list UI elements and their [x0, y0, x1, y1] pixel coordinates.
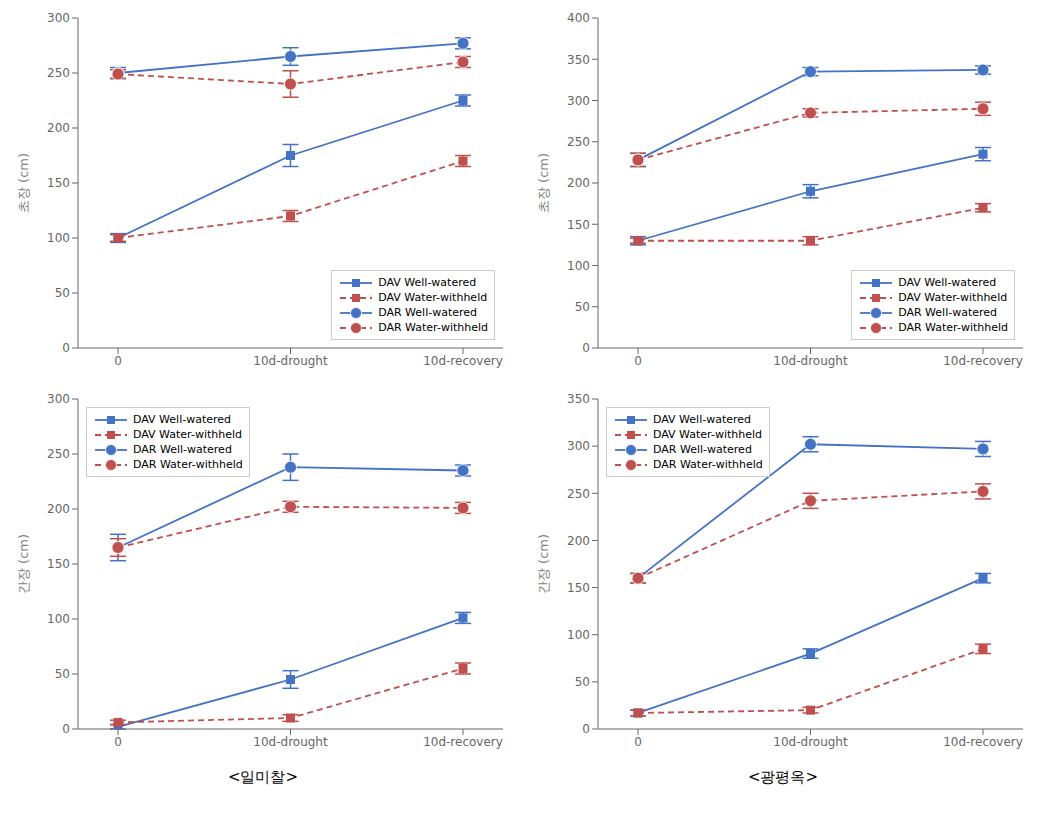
svg-text:200: 200: [47, 121, 70, 135]
html-text:DAV Water-withheld: DAV Water-withheld: [653, 428, 762, 441]
svg-text:350: 350: [567, 53, 590, 67]
svg-text:초장 (cm): 초장 (cm): [536, 153, 551, 213]
svg-text:400: 400: [567, 11, 590, 25]
svg-text:250: 250: [47, 447, 70, 461]
html-text:DAR Water-withheld: DAR Water-withheld: [898, 321, 1008, 334]
svg-text:250: 250: [567, 135, 590, 149]
svg-text:300: 300: [47, 392, 70, 406]
svg-text:100: 100: [47, 612, 70, 626]
svg-text:150: 150: [567, 218, 590, 232]
svg-text:50: 50: [55, 667, 70, 681]
html-text:DAV Water-withheld: DAV Water-withheld: [898, 291, 1008, 304]
svg-text:350: 350: [567, 392, 590, 406]
html-text:DAV Water-withheld: DAV Water-withheld: [378, 291, 488, 304]
html-text:DAR Well-watered: DAR Well-watered: [378, 306, 477, 319]
svg-text:간장 (cm): 간장 (cm): [536, 534, 551, 594]
svg-text:10d-drought: 10d-drought: [773, 354, 848, 368]
html-text:DAV Well-watered: DAV Well-watered: [898, 276, 997, 289]
html-text:DAR Water-withheld: DAR Water-withheld: [133, 458, 243, 471]
svg-text:250: 250: [567, 487, 590, 501]
svg-text:100: 100: [567, 259, 590, 273]
svg-text:0: 0: [62, 722, 70, 736]
svg-text:10d-drought: 10d-drought: [773, 735, 848, 749]
html-text:DAV Well-watered: DAV Well-watered: [653, 413, 752, 426]
svg-text:10d-drought: 10d-drought: [253, 354, 328, 368]
svg-text:10d-recovery: 10d-recovery: [423, 354, 503, 368]
svg-text:0: 0: [114, 354, 122, 368]
svg-text:초장 (cm): 초장 (cm): [16, 153, 31, 213]
svg-text:0: 0: [634, 354, 642, 368]
html-text:DAR Well-watered: DAR Well-watered: [133, 443, 232, 456]
svg-text:200: 200: [47, 502, 70, 516]
svg-text:150: 150: [567, 581, 590, 595]
svg-text:150: 150: [47, 557, 70, 571]
html-text:<일미찰>: <일미찰>: [227, 768, 299, 786]
svg-text:300: 300: [47, 11, 70, 25]
svg-text:250: 250: [47, 66, 70, 80]
svg-text:0: 0: [634, 735, 642, 749]
svg-text:0: 0: [582, 341, 590, 355]
svg-text:0: 0: [114, 735, 122, 749]
svg-text:50: 50: [55, 286, 70, 300]
html-text:DAR Well-watered: DAR Well-watered: [653, 443, 752, 456]
svg-text:100: 100: [47, 231, 70, 245]
svg-text:10d-recovery: 10d-recovery: [943, 735, 1023, 749]
html-text:DAV Well-watered: DAV Well-watered: [133, 413, 232, 426]
svg-text:300: 300: [567, 94, 590, 108]
svg-text:10d-recovery: 10d-recovery: [423, 735, 503, 749]
svg-text:150: 150: [47, 176, 70, 190]
svg-text:300: 300: [567, 439, 590, 453]
html-text:DAR Well-watered: DAR Well-watered: [898, 306, 997, 319]
svg-text:200: 200: [567, 176, 590, 190]
svg-text:0: 0: [62, 341, 70, 355]
html-text:<광평옥>: <광평옥>: [747, 768, 819, 786]
html-text:DAV Well-watered: DAV Well-watered: [378, 276, 477, 289]
svg-text:간장 (cm): 간장 (cm): [16, 534, 31, 594]
svg-text:100: 100: [567, 628, 590, 642]
svg-text:10d-drought: 10d-drought: [253, 735, 328, 749]
html-text:DAV Water-withheld: DAV Water-withheld: [133, 428, 242, 441]
html-text:DAR Water-withheld: DAR Water-withheld: [378, 321, 488, 334]
svg-text:0: 0: [582, 722, 590, 736]
svg-text:50: 50: [575, 300, 590, 314]
svg-text:200: 200: [567, 534, 590, 548]
svg-text:10d-recovery: 10d-recovery: [943, 354, 1023, 368]
html-text:DAR Water-withheld: DAR Water-withheld: [653, 458, 763, 471]
svg-text:50: 50: [575, 675, 590, 689]
